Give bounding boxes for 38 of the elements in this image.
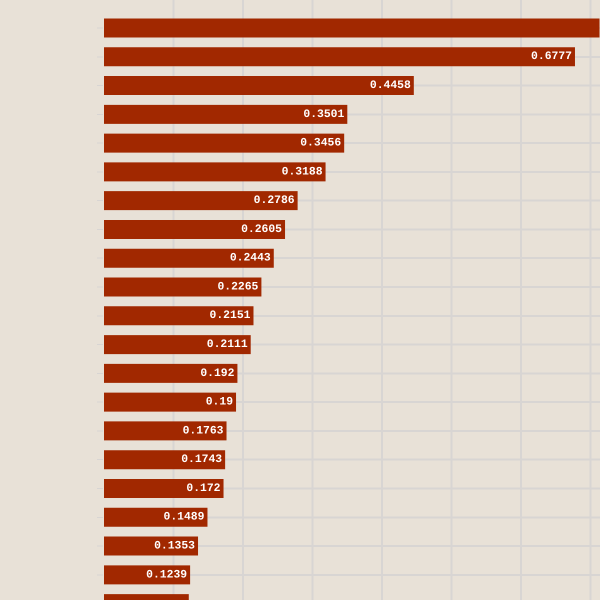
bar (104, 306, 254, 326)
data-label: 0.2786 (254, 195, 295, 208)
data-label: 0.1239 (146, 569, 188, 582)
data-label: 0.1763 (182, 425, 224, 438)
bar (104, 248, 274, 268)
data-label: 0.6777 (531, 51, 572, 64)
bar (104, 421, 227, 440)
data-label: 0.19 (206, 396, 234, 409)
bar (104, 478, 224, 498)
bar (104, 134, 344, 153)
data-label: 0.192 (200, 368, 235, 380)
bar (104, 335, 251, 354)
bar (104, 104, 348, 124)
data-label: 0.3188 (282, 166, 323, 178)
data-label: 0.4458 (370, 80, 411, 92)
bar (104, 47, 575, 66)
data-label: 0.172 (186, 482, 221, 495)
data-label: 0.1353 (154, 540, 196, 552)
bar (104, 565, 190, 584)
data-label: 0.1489 (164, 512, 205, 524)
data-label: 0.2111 (206, 339, 248, 352)
bar (104, 278, 262, 297)
data-label: 0.2605 (241, 224, 282, 236)
data-label: 0.2151 (210, 310, 251, 322)
bar (104, 76, 414, 96)
bar (104, 392, 236, 412)
bar (104, 162, 326, 182)
bar (104, 536, 198, 556)
data-label: 0.2443 (230, 252, 271, 265)
data-label: 0.3456 (300, 138, 342, 150)
bar (104, 364, 238, 383)
bar (104, 508, 208, 527)
data-label: 0.3501 (303, 108, 344, 121)
bar (104, 450, 226, 470)
data-label: 0.1743 (181, 454, 222, 466)
bar (104, 220, 286, 239)
bar (104, 191, 298, 210)
data-label: 0.2265 (217, 281, 259, 294)
